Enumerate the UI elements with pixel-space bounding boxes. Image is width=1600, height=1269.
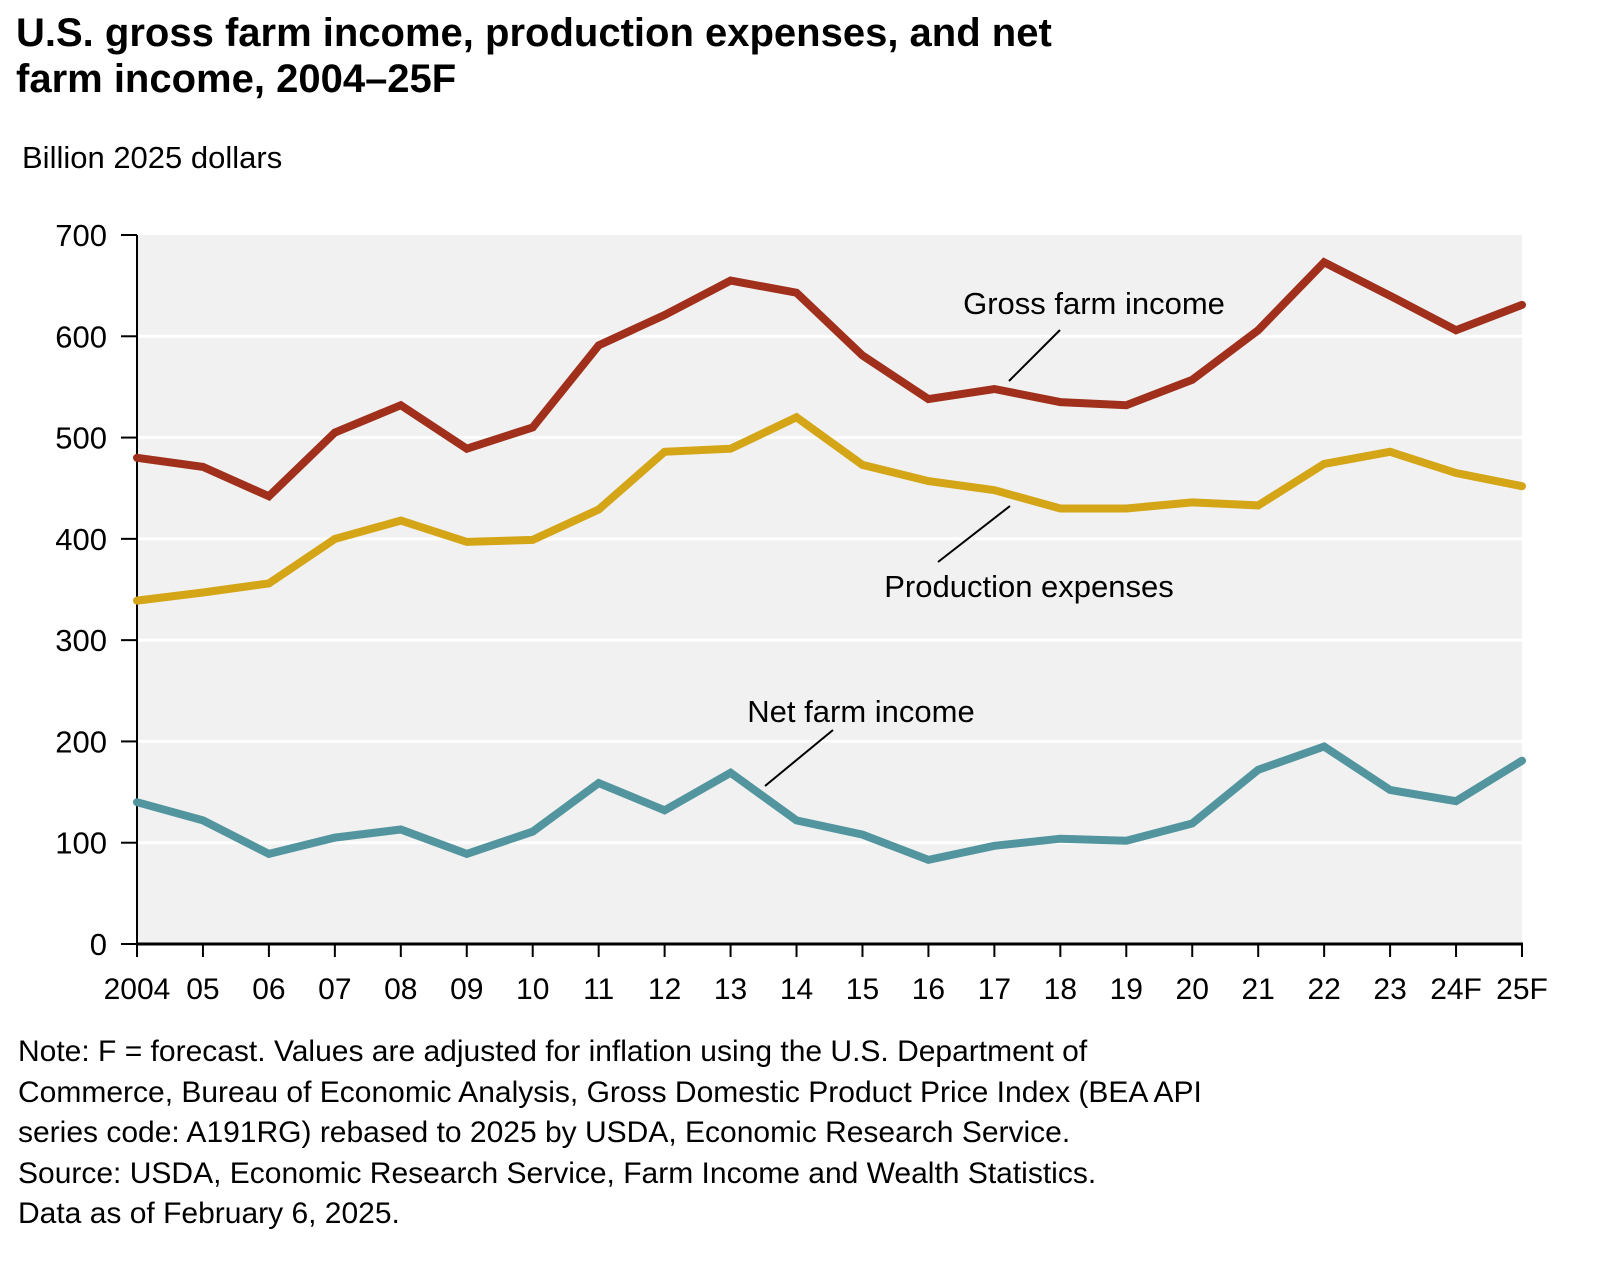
- x-tick-label: 25F: [1496, 973, 1548, 1006]
- x-tick-label: 18: [1044, 973, 1077, 1006]
- production-expenses-label: Production expenses: [884, 569, 1174, 604]
- gross-farm-income-line: [133, 257, 1526, 502]
- y-tick-label: 400: [55, 522, 107, 557]
- x-tick-label: 07: [318, 973, 351, 1006]
- x-tick-label: 10: [516, 973, 549, 1006]
- x-tick-label: 12: [648, 973, 681, 1006]
- chart-title-line-1: U.S. gross farm income, production expen…: [16, 11, 1052, 55]
- net-farm-income-leader-line: [764, 729, 834, 787]
- net-farm-income-line: [133, 742, 1526, 865]
- x-tick-label: 17: [978, 973, 1011, 1006]
- x-tick-label: 21: [1242, 973, 1275, 1006]
- y-tick-label: 700: [55, 218, 107, 253]
- note-line: series code: A191RG) rebased to 2025 by …: [18, 1116, 1071, 1149]
- x-tick-label: 14: [780, 973, 813, 1006]
- note-line: Commerce, Bureau of Economic Analysis, G…: [18, 1075, 1202, 1109]
- note-line: Note: F = forecast. Values are adjusted …: [18, 1035, 1088, 1068]
- net-farm-income-label: Net farm income: [747, 694, 974, 729]
- gross-farm-income-label: Gross farm income: [963, 286, 1225, 321]
- x-tick-label: 2004: [104, 973, 171, 1006]
- y-tick-label: 300: [55, 623, 107, 658]
- y-axis-ticks: 0 100 200 300 400 500 600 700: [55, 218, 137, 962]
- y-tick-label: 200: [55, 724, 107, 759]
- x-tick-label: 08: [384, 973, 417, 1006]
- y-tick-label: 100: [55, 826, 107, 861]
- chart-notes: Note: F = forecast. Values are adjusted …: [18, 1032, 1578, 1235]
- production-expenses-leader-line: [937, 505, 1011, 563]
- x-tick-label: 20: [1176, 973, 1209, 1006]
- x-axis-ticks: 2004 05 06 07 08 09 10 11 12 13 14 15 16 17 18 19 20 21 22…: [104, 944, 1548, 1006]
- x-tick-label: 09: [450, 973, 483, 1006]
- y-tick-label: 500: [55, 421, 107, 456]
- x-tick-label: 22: [1307, 973, 1340, 1006]
- line-chart: 0 100 200 300 400 500 600 700 2004 05 06 07 08 09 10 1…: [55, 218, 1548, 1006]
- gross-farm-income-leader-line: [1008, 329, 1061, 382]
- axes: [136, 235, 1523, 946]
- series-lines: [133, 257, 1526, 865]
- x-tick-label: 24F: [1430, 973, 1482, 1006]
- x-tick-label: 19: [1110, 973, 1143, 1006]
- x-tick-label: 11: [583, 973, 614, 1006]
- x-tick-label: 06: [252, 973, 285, 1006]
- data-date-line: Data as of February 6, 2025.: [18, 1197, 400, 1230]
- x-tick-label: 13: [714, 973, 747, 1006]
- x-tick-label: 16: [912, 973, 945, 1006]
- production-expenses-line: [133, 412, 1526, 605]
- source-line: Source: USDA, Economic Research Service,…: [18, 1156, 1097, 1190]
- x-tick-label: 15: [846, 973, 879, 1006]
- y-tick-label: 0: [90, 927, 107, 962]
- y-tick-label: 600: [55, 319, 107, 354]
- x-tick-label: 23: [1373, 973, 1406, 1006]
- chart-title-line-2: farm income, 2004–25F: [16, 57, 457, 101]
- chart-title: U.S. gross farm income, production expen…: [16, 10, 1516, 102]
- y-axis-unit-label: Billion 2025 dollars: [22, 140, 283, 175]
- series-annotations: Gross farm income Production expenses Net …: [747, 286, 1225, 787]
- x-tick-label: 05: [186, 973, 219, 1006]
